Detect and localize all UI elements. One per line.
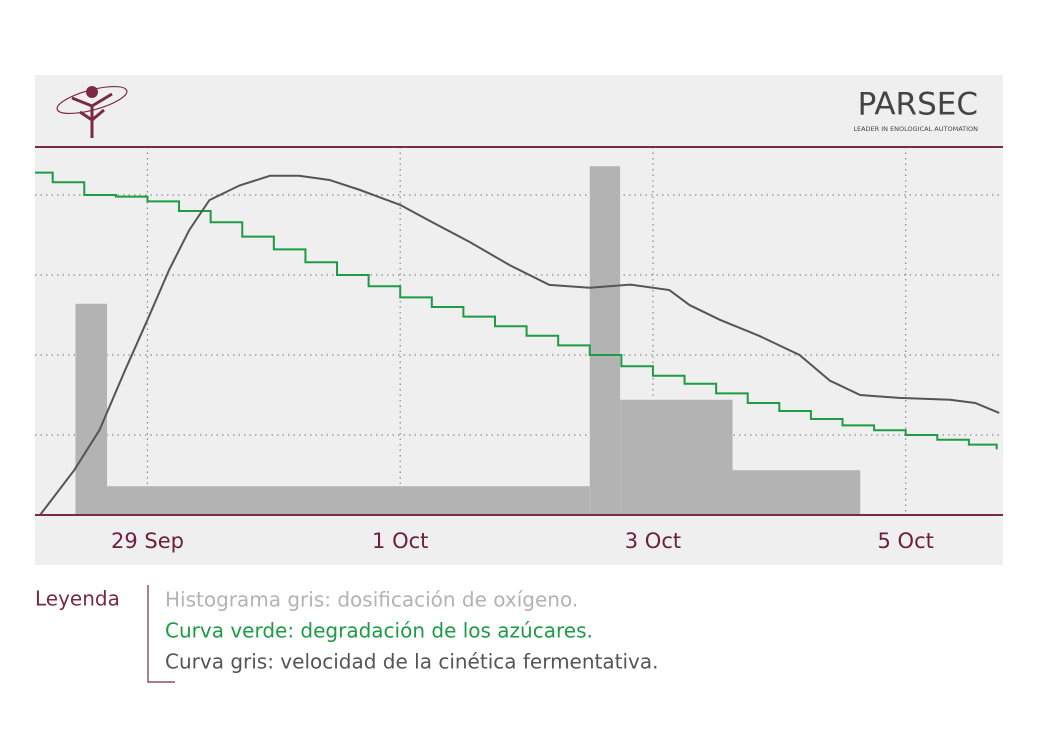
legend-entry: Curva gris: velocidad de la cinética fer… bbox=[165, 650, 659, 674]
legend-entry: Curva verde: degradación de los azúcares… bbox=[165, 619, 593, 643]
logo-icon bbox=[56, 85, 128, 138]
line bbox=[35, 171, 998, 450]
tagline: LEADER IN ENOLOGICAL AUTOMATION bbox=[853, 125, 978, 133]
x-tick-label: 29 Sep bbox=[111, 529, 184, 553]
histogram-bar bbox=[107, 486, 590, 515]
legend-bracket bbox=[147, 585, 175, 683]
x-tick-label: 1 Oct bbox=[372, 529, 428, 553]
histogram-bar bbox=[732, 470, 861, 515]
x-tick-label: 3 Oct bbox=[625, 529, 681, 553]
histogram-bar bbox=[620, 399, 733, 515]
line bbox=[39, 174, 1000, 516]
brand: PARSEC bbox=[858, 87, 978, 123]
x-tick-label: 5 Oct bbox=[878, 529, 934, 553]
legend-title: Leyenda bbox=[35, 587, 120, 611]
histogram-bar bbox=[589, 166, 621, 515]
histogram-bar bbox=[75, 303, 108, 515]
legend-entry: Histograma gris: dosificación de oxígeno… bbox=[165, 588, 578, 612]
